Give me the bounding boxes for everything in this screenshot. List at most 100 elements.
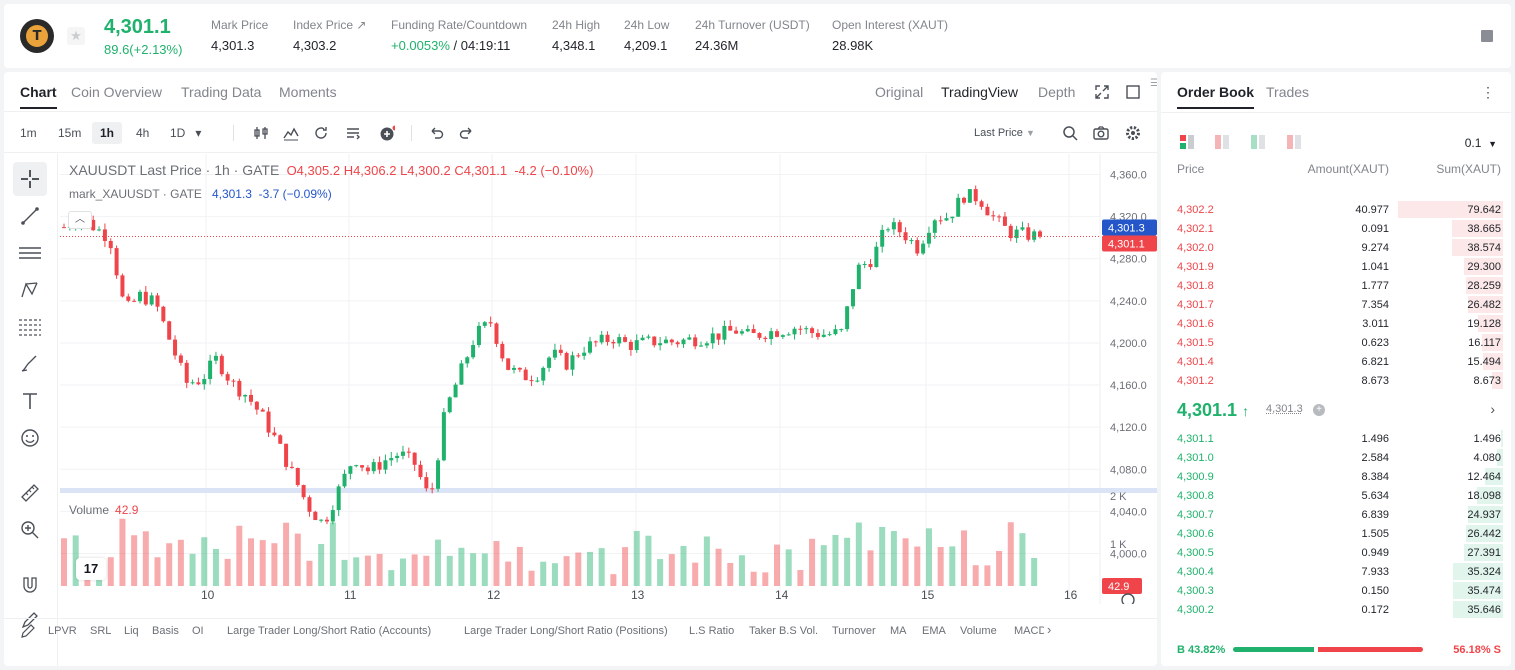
price-type-select[interactable]: Last Price ▼ [966,122,1043,144]
timeframe-4h[interactable]: 4h [128,122,157,144]
magnet-tool[interactable] [13,568,47,602]
pattern-tool[interactable] [13,273,47,307]
guide-book-icon[interactable] [1481,30,1493,42]
ask-row[interactable]: 4,301.4 6.821 15.494 [1161,352,1511,371]
volume-bar [493,541,499,586]
mark-price-plus-icon[interactable]: + [1313,404,1325,416]
zoom-tool[interactable] [13,513,47,547]
tab-moments[interactable]: Moments [279,84,337,100]
indicator-oi[interactable]: OI [192,625,204,637]
ask-row[interactable]: 4,301.5 0.623 16.117 [1161,333,1511,352]
bid-row[interactable]: 4,301.0 2.584 4.080 [1161,448,1511,467]
ask-row[interactable]: 4,301.7 7.354 26.482 [1161,295,1511,314]
stat-index-price[interactable]: Index Price ↗ 4,303.2 [293,18,366,53]
candle-body [804,328,808,329]
asks-only-view-icon[interactable] [1214,134,1230,150]
indicator-large-trader-long-short-ratio-accounts[interactable]: Large Trader Long/Short Ratio (Accounts) [227,625,431,637]
bid-row[interactable]: 4,300.6 1.505 26.442 [1161,524,1511,543]
ask-row[interactable]: 4,301.6 3.011 19.128 [1161,314,1511,333]
alert-add-icon[interactable] [379,125,395,141]
text-tool[interactable] [13,384,47,418]
indicator-large-trader-long-short-ratio-positions[interactable]: Large Trader Long/Short Ratio (Positions… [464,625,668,637]
indicator-liq[interactable]: Liq [124,625,139,637]
candle-type-icon[interactable] [253,125,269,141]
indicator-volume[interactable]: Volume [960,625,997,637]
candle-body [465,357,469,363]
ask-row[interactable]: 4,302.0 9.274 38.574 [1161,238,1511,257]
bid-row[interactable]: 4,300.4 7.933 35.324 [1161,562,1511,581]
indicator-ema[interactable]: EMA [922,625,946,637]
chart-settings-icon[interactable] [1122,594,1134,604]
indicator-srl[interactable]: SRL [90,625,111,637]
tradingview-logo[interactable]: 17 [76,558,106,580]
indicators-icon[interactable] [283,125,299,141]
chevron-right-icon[interactable]: › [1047,622,1051,637]
view-original[interactable]: Original [875,84,923,100]
view-tradingview[interactable]: TradingView [941,84,1018,100]
bid-row[interactable]: 4,301.1 1.496 1.496 [1161,429,1511,448]
drag-handle-icon[interactable]: ☰ [1150,78,1157,89]
both-sides-view-icon[interactable] [1179,134,1195,150]
fullscreen-icon[interactable] [1095,85,1109,99]
search-icon[interactable] [1062,125,1078,141]
candle-body [553,350,557,358]
bid-row[interactable]: 4,300.9 8.384 12.464 [1161,467,1511,486]
candlestick-chart[interactable]: 4,360.04,320.04,280.04,240.04,200.04,160… [60,154,1157,604]
tab-trades[interactable]: Trades [1266,84,1309,100]
volume-bar [762,572,768,586]
indicator-l-s-ratio[interactable]: L.S Ratio [689,625,734,637]
tab-coin-overview[interactable]: Coin Overview [71,84,162,100]
ask-row[interactable]: 4,302.1 0.091 38.665 [1161,219,1511,238]
row-amount: 6.839 [1361,509,1389,521]
fib-tool[interactable] [13,310,47,344]
indicator-taker-b-s-vol[interactable]: Taker B.S Vol. [749,625,818,637]
precision-select[interactable]: 0.1 ▼ [1465,136,1497,150]
indicator-basis[interactable]: Basis [152,625,179,637]
legend-collapse-button[interactable]: ︿ [68,211,92,229]
timeframe-1h[interactable]: 1h [92,122,122,144]
bid-row[interactable]: 4,300.2 0.172 35.646 [1161,600,1511,619]
indicator-ma[interactable]: MA [890,625,907,637]
more-vertical-icon[interactable]: ⋮ [1481,84,1495,101]
view-depth[interactable]: Depth [1038,84,1075,100]
candle-body [115,248,119,275]
brush-tool[interactable] [13,347,47,381]
indicator-lpvr[interactable]: LPVR [48,625,77,637]
chevron-right-icon[interactable]: › [1490,401,1495,417]
redo-icon[interactable] [459,125,475,141]
favorite-star-icon[interactable]: ★ [67,27,85,45]
crosshair-tool[interactable] [13,162,47,196]
templates-icon[interactable] [345,125,361,141]
parallel-channel-tool[interactable] [13,236,47,270]
compact-view-icon[interactable] [1286,134,1302,150]
tab-trading-data[interactable]: Trading Data [181,84,261,100]
volume-bar [727,563,733,586]
timeframe-15m[interactable]: 15m [50,122,89,144]
bid-row[interactable]: 4,300.3 0.150 35.474 [1161,581,1511,600]
bid-row[interactable]: 4,300.8 5.634 18.098 [1161,486,1511,505]
timeframe-1m[interactable]: 1m [12,122,45,144]
trend-line-tool[interactable] [13,199,47,233]
ask-row[interactable]: 4,301.2 8.673 8.673 [1161,371,1511,390]
bid-row[interactable]: 4,300.5 0.949 27.391 [1161,543,1511,562]
measure-tool[interactable] [13,476,47,510]
settings-gear-icon[interactable] [1125,125,1141,141]
replay-icon[interactable] [313,125,329,141]
emoji-tool[interactable] [13,421,47,455]
camera-icon[interactable] [1093,125,1109,141]
indicator-turnover[interactable]: Turnover [832,625,876,637]
ask-row[interactable]: 4,302.2 40.977 79.642 [1161,200,1511,219]
tab-chart[interactable]: Chart [20,84,57,100]
bid-row[interactable]: 4,300.7 6.839 24.937 [1161,505,1511,524]
candle-body [991,215,995,216]
timeframe-1d[interactable]: 1D ▾ [162,122,209,144]
edit-indicators-icon[interactable] [20,623,36,639]
ask-row[interactable]: 4,301.9 1.041 29.300 [1161,257,1511,276]
ask-row[interactable]: 4,301.8 1.777 28.259 [1161,276,1511,295]
window-icon[interactable] [1126,85,1140,99]
candle-body [892,222,896,229]
undo-icon[interactable] [428,125,444,141]
indicator-macd[interactable]: MACD [1014,625,1044,637]
tab-order-book[interactable]: Order Book [1177,84,1254,100]
bids-only-view-icon[interactable] [1250,134,1266,150]
